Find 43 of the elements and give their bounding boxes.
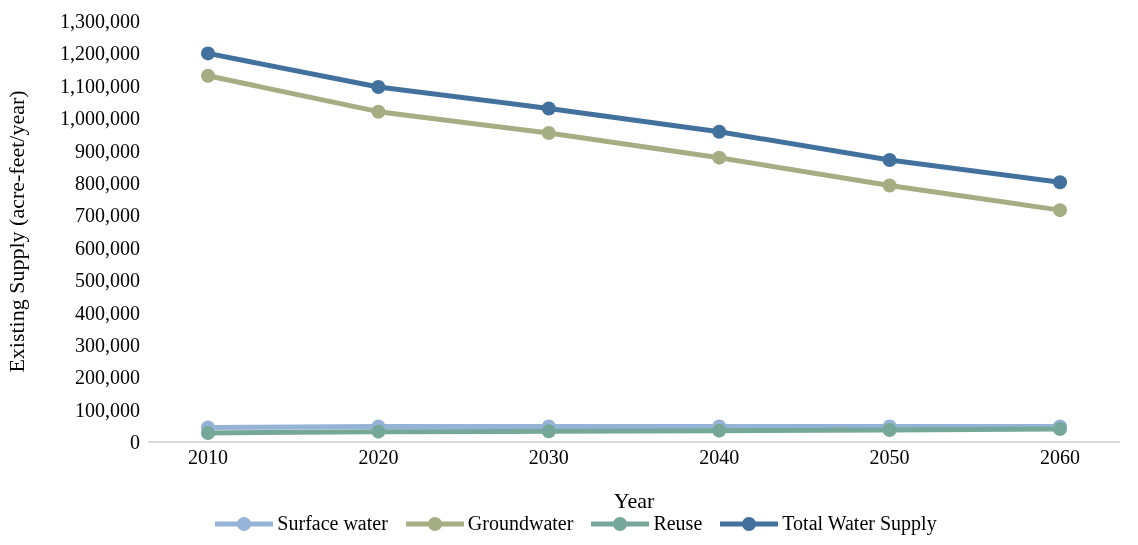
point: [882, 152, 897, 167]
x-tick-label: 2060: [1040, 446, 1080, 469]
point: [882, 178, 897, 193]
point: [201, 425, 215, 440]
x-axis-title: Year: [613, 488, 655, 513]
legend-label: Surface water: [276, 512, 388, 535]
legend-label: Reuse: [652, 512, 703, 535]
y-tick-label: 600,000: [75, 236, 140, 259]
y-tick-label: 800,000: [75, 172, 140, 195]
point: [201, 46, 215, 61]
y-axis-title: Existing Supply (acre-feet/year): [3, 90, 29, 373]
point: [201, 68, 215, 83]
x-tick-label: 2050: [869, 446, 910, 469]
point: [541, 101, 556, 116]
point: [541, 424, 556, 439]
x-tick-label: 2040: [699, 446, 740, 469]
y-tick-label: 1,000,000: [60, 107, 140, 130]
y-tick-label: 900,000: [75, 139, 140, 162]
point: [712, 124, 727, 139]
y-tick-label: 200,000: [75, 366, 140, 389]
point: [712, 423, 727, 438]
legend-label: Groundwater: [466, 512, 574, 535]
x-tick-label: 2030: [528, 446, 569, 469]
point: [712, 150, 727, 165]
legend-label: Total Water Supply: [781, 512, 937, 535]
y-tick-label: 1,200,000: [60, 42, 140, 65]
y-tick-label: 0: [130, 431, 140, 454]
y-tick-label: 400,000: [75, 301, 140, 324]
point: [541, 126, 556, 141]
point: [882, 423, 897, 438]
point: [1053, 175, 1067, 190]
point: [371, 424, 386, 439]
y-tick-label: 300,000: [75, 333, 140, 356]
x-tick-label: 2020: [358, 446, 399, 469]
x-tick-label: 2010: [188, 446, 228, 469]
y-tick-label: 700,000: [75, 204, 140, 227]
y-tick-label: 1,300,000: [60, 10, 140, 33]
y-tick-label: 100,000: [75, 398, 140, 421]
point: [371, 104, 386, 119]
point: [1053, 203, 1067, 218]
point: [371, 80, 386, 95]
y-tick-label: 500,000: [75, 269, 140, 292]
y-tick-label: 1,100,000: [60, 74, 140, 97]
